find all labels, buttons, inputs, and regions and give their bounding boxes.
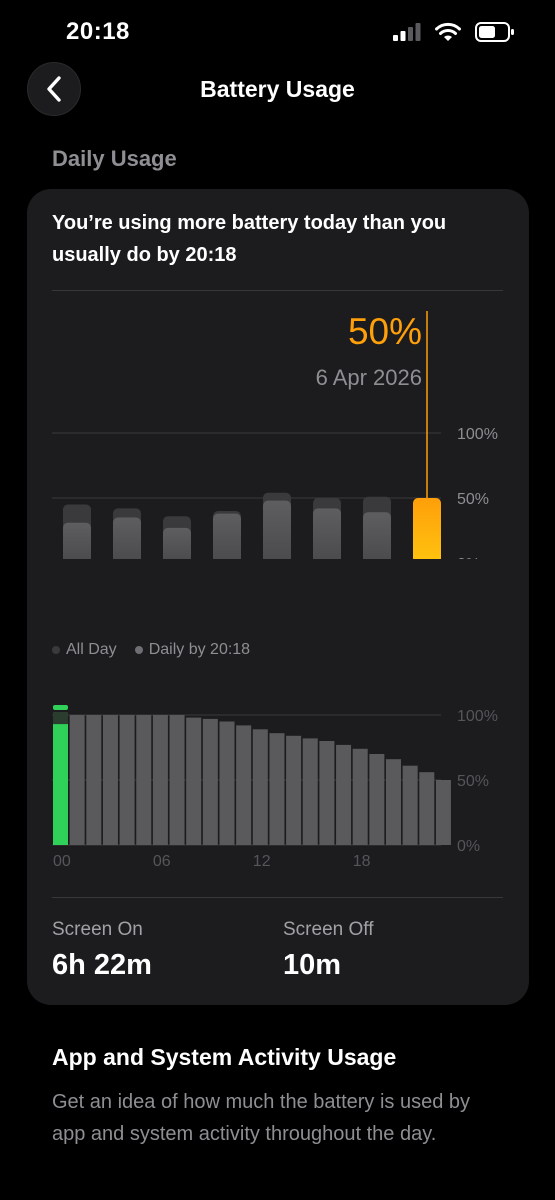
activity-section-title: App and System Activity Usage [52, 1044, 397, 1070]
hour-bar [269, 733, 285, 845]
hour-bar [219, 721, 235, 845]
hour-bar [319, 741, 335, 845]
hour-bar [336, 744, 352, 845]
page-title: Battery Usage [200, 76, 355, 102]
x-tick-hour-label: 06 [153, 853, 171, 870]
selected-day-percent: 50% [347, 311, 422, 352]
hour-bar [152, 715, 168, 845]
hour-bar [386, 759, 401, 845]
y-tick-label: 50% [457, 773, 489, 790]
bar-daily-by-time [163, 527, 191, 559]
y-tick-label: 0% [457, 838, 480, 855]
battery-icon [475, 22, 514, 42]
screen-off-label: Screen Off [283, 919, 374, 940]
bar-daily-by-time [313, 508, 341, 559]
chart-legend: All Day Daily by 20:18 [52, 641, 250, 659]
legend-dot-all-day [52, 646, 60, 654]
selected-day-date: 6 Apr 2026 [315, 365, 422, 390]
hour-bar [286, 735, 302, 845]
charging-indicator [53, 705, 68, 710]
wifi-icon [435, 22, 461, 41]
nav-bar: Battery Usage [0, 62, 555, 118]
bar-daily-by-time [363, 512, 391, 559]
hour-bar [352, 748, 368, 845]
hour-bar [86, 715, 102, 845]
screen-off-stat: Screen Off 10m [283, 919, 373, 982]
divider [52, 897, 503, 898]
daily-battery-chart[interactable]: 100%50%0%M30/3TW1/4TFSSM [27, 309, 529, 559]
x-tick-hour-label: 18 [353, 853, 371, 870]
hour-bar-charging-gap [53, 712, 68, 725]
status-icons [393, 22, 515, 42]
hour-bar [202, 718, 218, 845]
hour-bar [169, 715, 185, 845]
hour-bar [69, 715, 85, 845]
x-tick-hour-label: 00 [53, 853, 71, 870]
y-tick-label: 100% [457, 426, 498, 443]
legend-daily-by: Daily by 20:18 [134, 641, 251, 659]
hour-bar [252, 729, 268, 845]
divider [52, 290, 503, 291]
hour-bar [369, 754, 385, 845]
cellular-signal-icon [393, 23, 421, 41]
bar-daily-by-time [113, 517, 141, 559]
bar-daily-by-time [213, 513, 241, 559]
y-tick-label: 50% [457, 491, 489, 508]
status-time: 20:18 [66, 18, 130, 45]
bar-daily-by-time [263, 500, 291, 559]
y-tick-label: 0% [457, 556, 480, 559]
legend-label-daily-by: Daily by 20:18 [148, 641, 251, 658]
hour-bar [435, 780, 451, 845]
hour-bar [119, 715, 135, 845]
hour-bar [102, 715, 118, 845]
section-header-daily-usage: Daily Usage [52, 146, 177, 171]
hour-bar [402, 765, 418, 845]
screen-on-label: Screen On [52, 919, 143, 940]
hourly-battery-chart[interactable]: 100% 50% 0% 00 06 12 18 [27, 689, 529, 889]
hour-bar [186, 717, 202, 845]
hour-bar-charging [53, 724, 68, 845]
back-button[interactable] [27, 62, 81, 116]
legend-all-day: All Day [52, 641, 117, 659]
screen-on-value: 6h 22m [52, 949, 152, 981]
daily-usage-card: You’re using more battery today than you… [27, 189, 529, 1005]
x-tick-hour-label: 12 [253, 853, 271, 870]
legend-dot-daily-by [134, 646, 143, 654]
usage-insight-text: You’re using more battery today than you… [52, 212, 447, 266]
hour-bar [419, 772, 435, 845]
y-tick-label: 100% [457, 708, 498, 725]
bar-daily-by-time-highlighted [413, 498, 441, 559]
activity-section-description: Get an idea of how much the battery is u… [52, 1091, 471, 1145]
status-bar: 20:18 [0, 0, 555, 60]
bar-daily-by-time [63, 522, 91, 559]
screen-off-value: 10m [283, 949, 342, 981]
screen-on-stat: Screen On 6h 22m [52, 919, 152, 982]
hour-bar [302, 738, 318, 845]
chevron-left-icon [47, 76, 61, 102]
legend-label-all-day: All Day [66, 641, 117, 658]
hour-bar [136, 715, 152, 845]
hour-bar [236, 725, 252, 845]
